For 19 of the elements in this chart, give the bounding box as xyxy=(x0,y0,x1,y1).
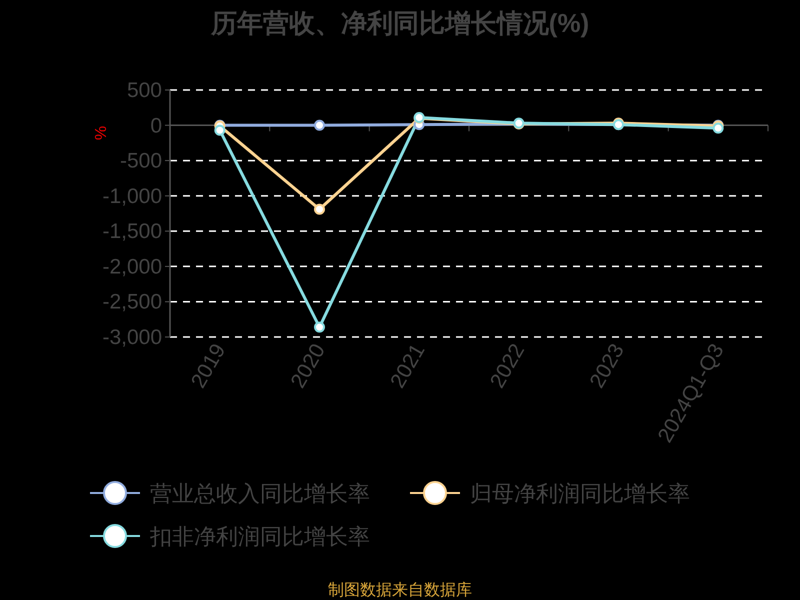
legend-label: 扣非净利润同比增长率 xyxy=(149,524,370,549)
y-tick-label: -3,000 xyxy=(102,326,162,349)
y-tick-label: 0 xyxy=(150,114,162,138)
point xyxy=(314,322,325,333)
point xyxy=(214,124,226,136)
y-tick-label: 500 xyxy=(126,79,162,102)
legend-label: 归母净利润同比增长率 xyxy=(470,481,690,506)
y-tick-label: -2,500 xyxy=(102,290,162,314)
y-tick-label: -2,000 xyxy=(102,255,162,278)
point xyxy=(712,122,724,134)
point xyxy=(314,204,325,215)
text: 制图数据来自数据库 xyxy=(328,581,472,599)
point xyxy=(314,120,325,131)
y-tick-label: -500 xyxy=(120,150,162,173)
chart-title: 历年营收、净利同比增长情况(%) xyxy=(210,8,590,38)
y-axis-title: % xyxy=(93,126,110,140)
legend-label: 营业总收入同比增长率 xyxy=(150,481,370,506)
y-tick-label: -1,500 xyxy=(102,220,162,244)
y-tick-label: -1,000 xyxy=(102,184,162,208)
